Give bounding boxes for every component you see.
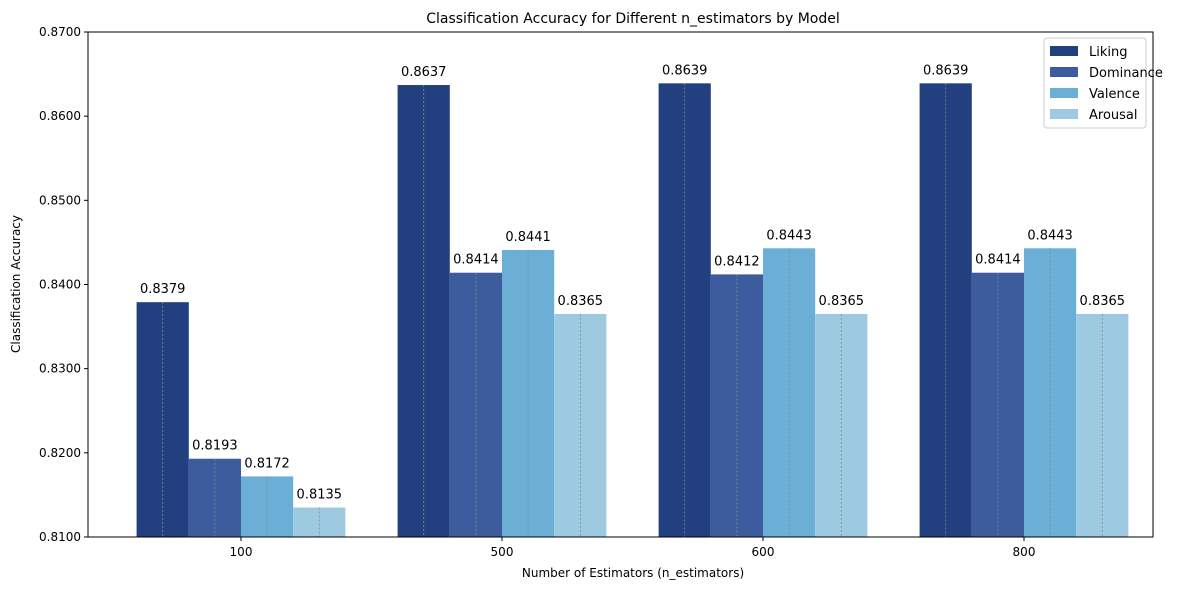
y-tick-label: 0.8500: [39, 193, 81, 207]
plot-area: 0.8100 0.8200 0.8300 0.8400 0.8500 0.8600 0.87…: [39, 25, 1129, 559]
legend-label-liking: Liking: [1089, 45, 1128, 60]
x-tick-label: 600: [752, 545, 775, 559]
data-label: 0.8365: [819, 294, 865, 309]
bar-valence-500: [502, 249, 555, 537]
data-label: 0.8637: [401, 65, 447, 80]
data-label: 0.8365: [558, 294, 604, 309]
legend: Liking Dominance Valence Arousal: [1043, 37, 1163, 129]
legend-label-valence: Valence: [1089, 87, 1140, 102]
y-tick-label: 0.8600: [39, 109, 81, 123]
data-label: 0.8193: [192, 439, 238, 454]
x-tick-label: 800: [1013, 545, 1036, 559]
y-tick-label: 0.8400: [39, 278, 81, 292]
legend-swatch-dominance: [1050, 67, 1078, 77]
data-label: 0.8172: [244, 456, 290, 471]
legend-label-dominance: Dominance: [1089, 66, 1163, 81]
legend-swatch-arousal: [1050, 109, 1078, 119]
y-tick-label: 0.8700: [39, 25, 81, 39]
bar-valence-100: [241, 476, 294, 537]
data-label: 0.8412: [714, 254, 760, 269]
data-label: 0.8414: [453, 253, 499, 268]
legend-label-arousal: Arousal: [1089, 108, 1138, 123]
data-label: 0.8639: [923, 63, 969, 78]
x-axis-label: Number of Estimators (n_estimators): [522, 566, 744, 580]
legend-box: [1043, 37, 1147, 129]
data-label: 0.8441: [505, 230, 551, 245]
y-tick-label: 0.8200: [39, 446, 81, 460]
data-label: 0.8443: [766, 228, 812, 243]
data-label: 0.8365: [1080, 294, 1126, 309]
y-tick-label: 0.8300: [39, 362, 81, 376]
y-axis-label: Classification Accuracy: [9, 215, 23, 353]
plot-frame: [87, 31, 1154, 538]
data-label: 0.8379: [140, 282, 186, 297]
data-label: 0.8135: [297, 488, 343, 503]
data-label: 0.8414: [975, 253, 1021, 268]
legend-swatch-valence: [1050, 88, 1078, 98]
x-tick-label: 500: [491, 545, 514, 559]
bar-liking-800: [919, 83, 972, 537]
bar-dominance-600: [710, 274, 763, 537]
x-tick-label: 100: [230, 545, 253, 559]
bar-dominance-100: [188, 458, 241, 537]
legend-swatch-liking: [1050, 46, 1078, 56]
data-label: 0.8443: [1027, 228, 1073, 243]
chart-title: Classification Accuracy for Different n_…: [426, 11, 840, 27]
y-tick-label: 0.8100: [39, 530, 81, 544]
bar-liking-600: [658, 83, 711, 537]
data-label: 0.8639: [662, 63, 708, 78]
